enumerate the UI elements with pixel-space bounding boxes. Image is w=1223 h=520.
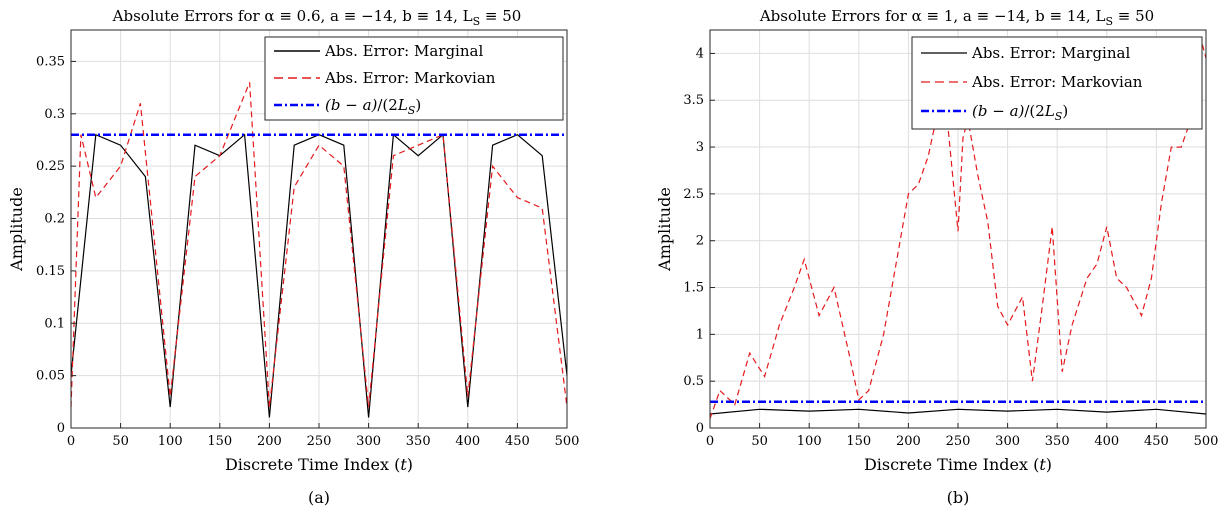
x-tick-label: 100 — [158, 434, 183, 449]
ticks-a: 0 50 100 150 200 250 300 350 400 450 500 0 0.05 0.1 0.… — [36, 54, 579, 449]
caption-b: (b) — [947, 488, 970, 507]
legend-label-bound-b: (b − a)/(2LS) — [972, 102, 1068, 123]
series-group-a — [70, 82, 568, 418]
y-tick-label: 0.2 — [44, 212, 65, 227]
y-tick-label: 1 — [696, 327, 704, 342]
x-axis-label-b: Discrete Time Index (t) — [864, 455, 1052, 474]
x-tick-label: 450 — [505, 434, 530, 449]
x-tick-label: 100 — [797, 434, 822, 449]
y-tick-label: 2.5 — [683, 187, 704, 202]
legend-label-marginal-b: Abs. Error: Marginal — [971, 44, 1130, 62]
x-tick-label: 200 — [257, 434, 282, 449]
legend-label-markovian-b: Abs. Error: Markovian — [971, 73, 1143, 91]
legend-a: Abs. Error: Marginal Abs. Error: Markovi… — [264, 36, 564, 121]
x-tick-label: 500 — [555, 434, 580, 449]
y-tick-label: 0.15 — [36, 264, 65, 279]
x-tick-label: 400 — [455, 434, 480, 449]
x-tick-label: 200 — [896, 434, 921, 449]
y-tick-label: 0.3 — [44, 107, 65, 122]
x-tick-label: 50 — [751, 434, 768, 449]
chart-title-a: Absolute Errors for α ≡ 0.6, a ≡ −14, b … — [112, 7, 522, 28]
y-tick-label: 0.1 — [44, 316, 65, 331]
x-tick-label: 350 — [1045, 434, 1070, 449]
x-tick-label: 300 — [356, 434, 381, 449]
legend-b: Abs. Error: Marginal Abs. Error: Markovi… — [911, 36, 1203, 130]
x-tick-label: 150 — [846, 434, 871, 449]
x-tick-label: 250 — [307, 434, 332, 449]
x-tick-label: 400 — [1094, 434, 1119, 449]
y-axis-label-a: Amplitude — [7, 187, 26, 272]
chart-panel-a: Absolute Errors for α ≡ 0.6, a ≡ −14, b … — [7, 7, 579, 507]
x-tick-label: 300 — [995, 434, 1020, 449]
y-tick-label: 0.05 — [36, 369, 65, 384]
y-tick-label: 1.5 — [683, 281, 704, 296]
y-tick-label: 0.25 — [36, 159, 65, 174]
y-tick-label: 4 — [696, 46, 704, 61]
chart-title-b: Absolute Errors for α ≡ 1, a ≡ −14, b ≡ … — [759, 7, 1154, 28]
x-tick-label: 350 — [406, 434, 431, 449]
y-tick-label: 0.35 — [36, 54, 65, 69]
legend-label-bound-a: (b − a)/(2LS) — [325, 96, 421, 117]
y-tick-label: 2 — [696, 234, 704, 249]
x-tick-label: 250 — [946, 434, 971, 449]
x-tick-label: 150 — [207, 434, 232, 449]
series-line-markovian-b — [709, 39, 1207, 419]
x-tick-label: 0 — [706, 434, 714, 449]
ticks-b: 0 50 100 150 200 250 300 350 400 450 500 0 0.5 1 1.5 2 2… — [683, 46, 1218, 449]
legend-label-markovian-a: Abs. Error: Markovian — [324, 69, 496, 87]
legend-label-marginal-a: Abs. Error: Marginal — [324, 42, 483, 60]
series-group-b — [709, 39, 1207, 419]
x-axis-label-a: Discrete Time Index (t) — [225, 455, 413, 474]
legend-box-b — [911, 36, 1203, 130]
y-tick-label: 0.5 — [683, 374, 704, 389]
x-tick-label: 450 — [1144, 434, 1169, 449]
y-tick-label: 3 — [696, 140, 704, 155]
y-tick-label: 0 — [57, 421, 65, 436]
x-tick-label: 50 — [112, 434, 129, 449]
x-tick-label: 0 — [67, 434, 75, 449]
series-line-marginal-b — [709, 408, 1207, 415]
chart-panel-b: Absolute Errors for α ≡ 1, a ≡ −14, b ≡ … — [655, 7, 1218, 507]
x-tick-label: 500 — [1194, 434, 1219, 449]
y-axis-label-b: Amplitude — [655, 187, 674, 272]
y-tick-label: 0 — [696, 421, 704, 436]
y-tick-label: 3.5 — [683, 93, 704, 108]
caption-a: (a) — [308, 488, 330, 507]
